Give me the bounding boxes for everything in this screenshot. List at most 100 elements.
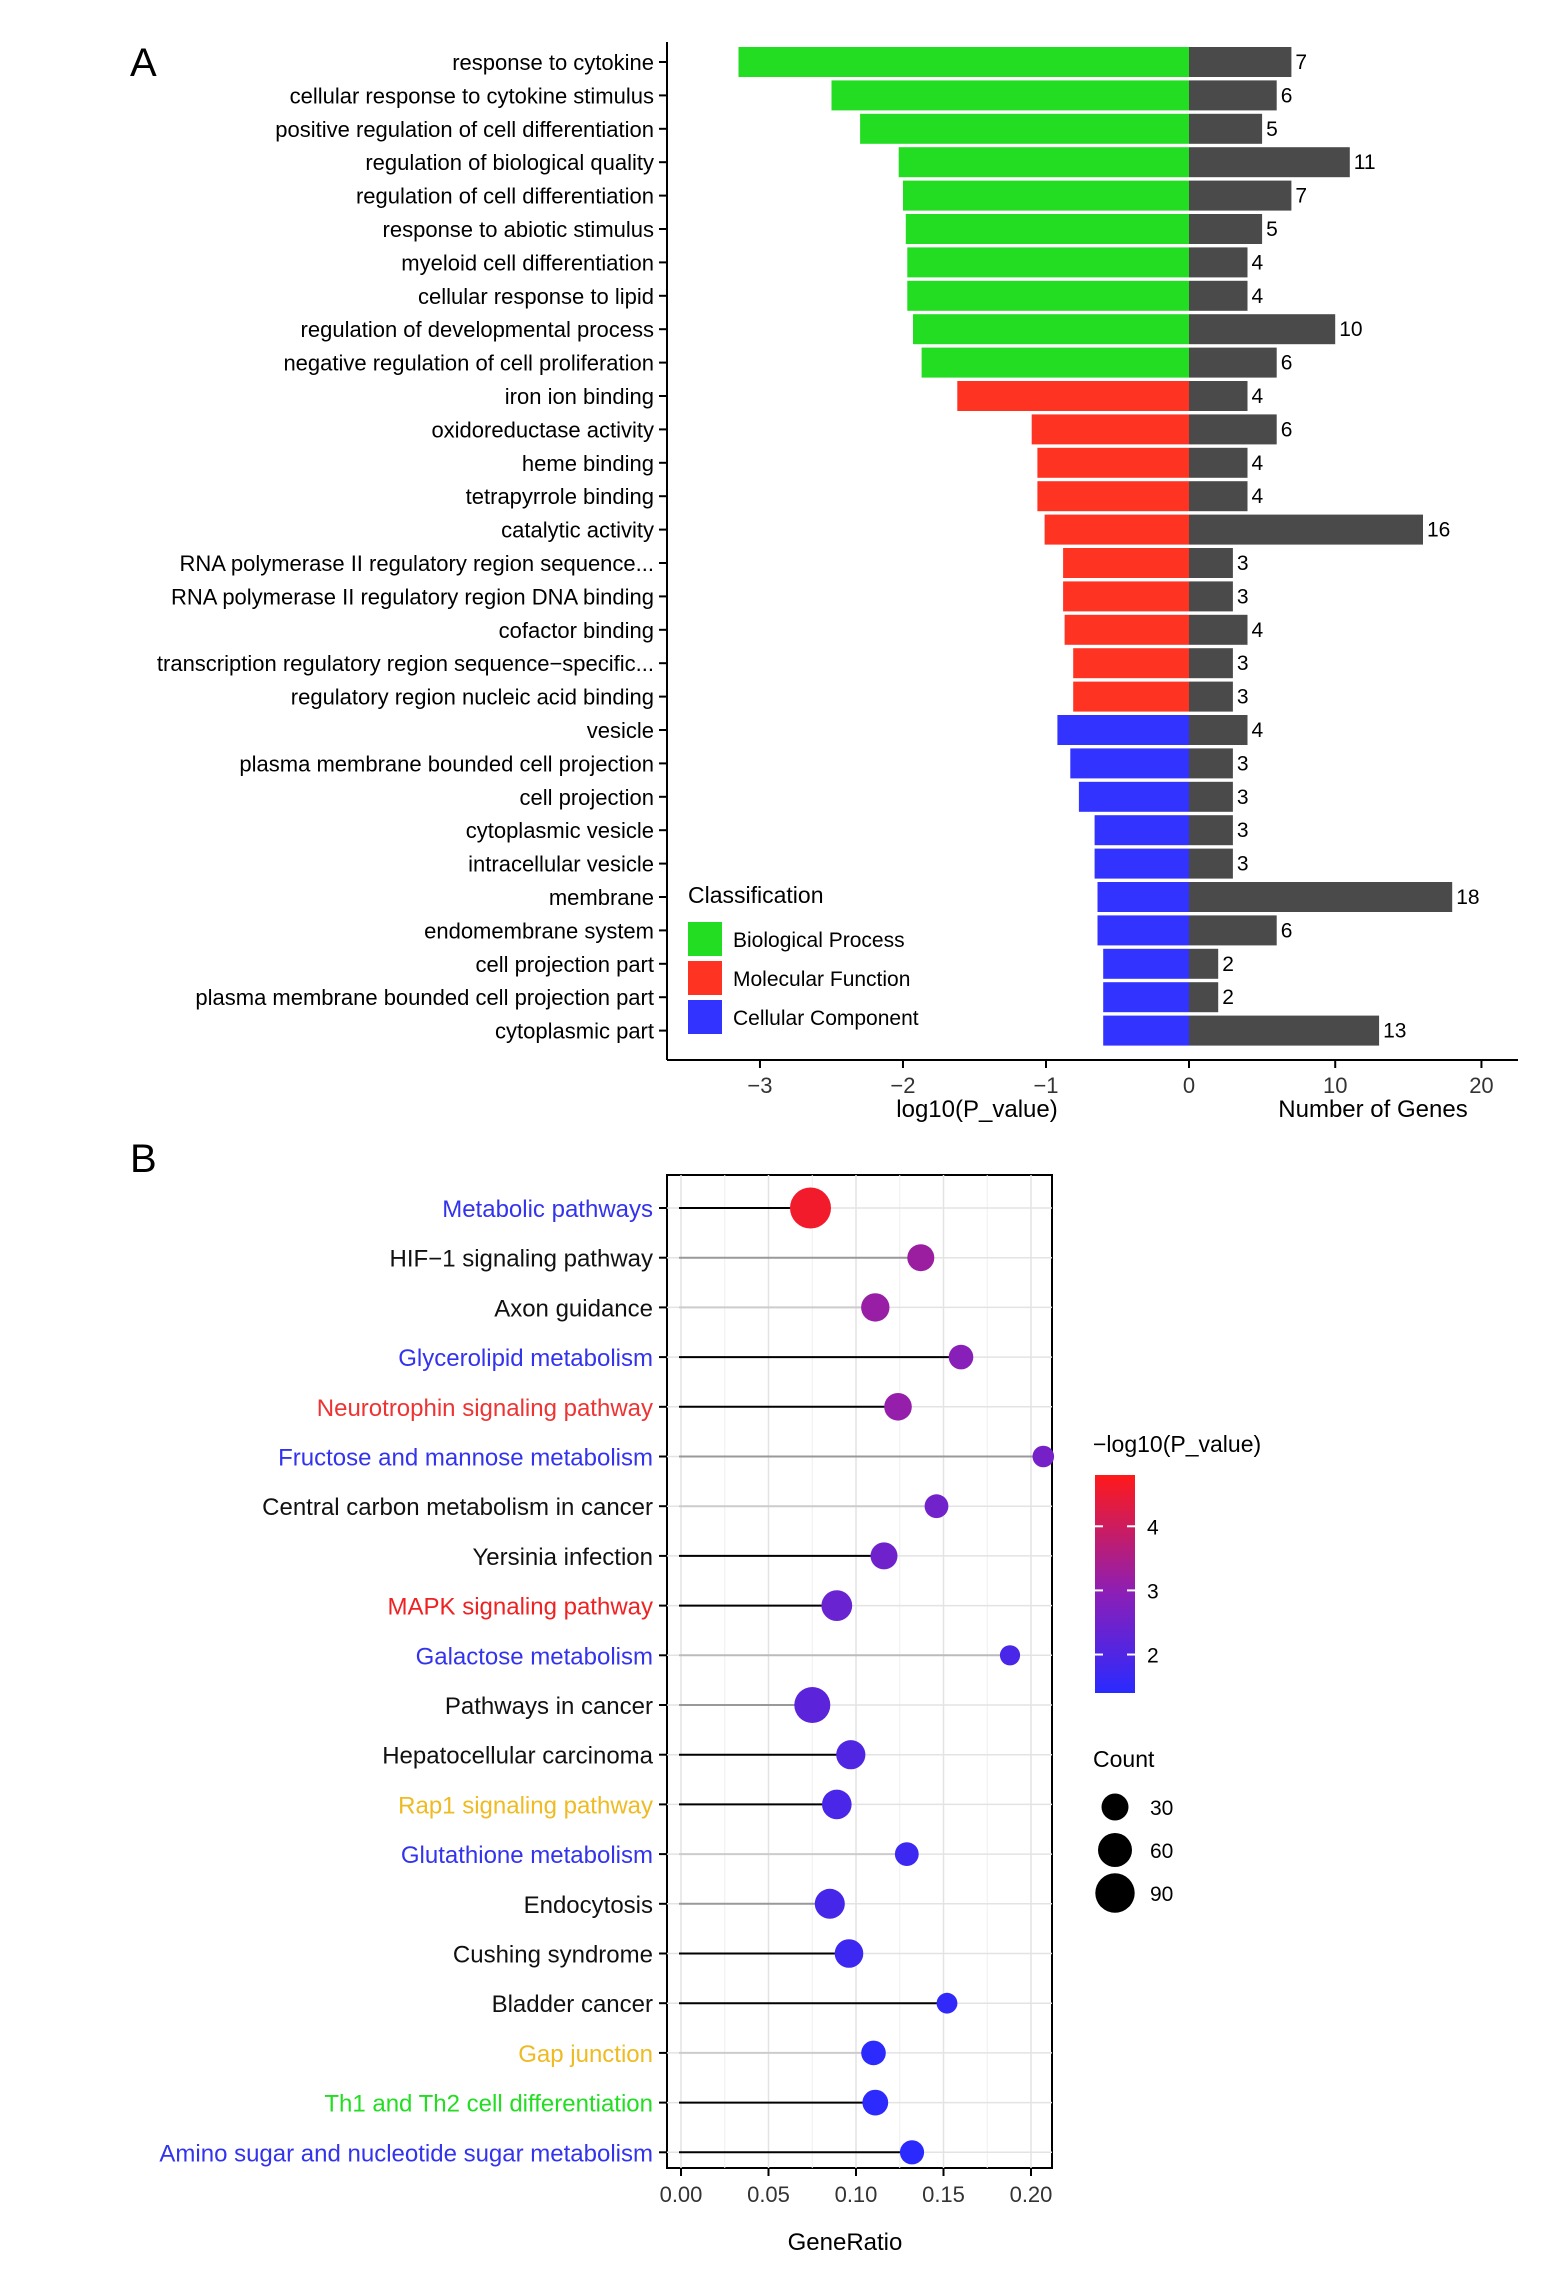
gene-count-bar [1189, 247, 1248, 278]
lollipop-point [936, 1992, 958, 2014]
gene-count-label: 10 [1339, 318, 1362, 341]
pvalue-bar [1073, 681, 1189, 712]
pvalue-bar [860, 113, 1189, 144]
gene-count-label: 7 [1295, 185, 1307, 208]
gene-count-bar [1189, 414, 1277, 445]
colorbar-tick-label: 2 [1147, 1645, 1159, 1668]
lollipop-point [894, 1842, 919, 1866]
go-term-label: cytoplasmic part [495, 1019, 654, 1044]
gene-count-bar [1189, 982, 1219, 1013]
pvalue-bar [738, 47, 1189, 77]
pathway-label: Central carbon metabolism in cancer [262, 1494, 653, 1521]
gene-count-bar [1189, 113, 1263, 144]
gene-count-bar [1189, 381, 1248, 411]
chart-a-xlabel-left: log10(P_value) [896, 1096, 1057, 1123]
go-term-label: cofactor binding [499, 618, 654, 643]
lollipop-point [907, 1244, 935, 1272]
go-term-label: heme binding [522, 451, 654, 476]
chart-a: 7 response to cytokine 6 cellular response … [157, 42, 1518, 1123]
go-term-label: regulatory region nucleic acid binding [291, 685, 654, 710]
lollipop-point [999, 1645, 1021, 1666]
size-legend-label: 30 [1150, 1797, 1173, 1820]
pathway-label: Endocytosis [524, 1892, 653, 1919]
go-term-label: oxidoreductase activity [431, 417, 654, 442]
x-tick-label: 0 [1183, 1073, 1195, 1098]
chart-a-xlabel-right: Number of Genes [1278, 1096, 1467, 1123]
pathway-label: Metabolic pathways [442, 1196, 653, 1223]
lollipop-point [822, 1789, 852, 1820]
size-legend-label: 90 [1150, 1883, 1173, 1906]
panel-label-a: A [130, 41, 157, 85]
size-legend-dot [1101, 1793, 1129, 1821]
gene-count-bar [1189, 147, 1350, 178]
pvalue-bar [1103, 1015, 1189, 1046]
pathway-label: Yersinia infection [472, 1544, 653, 1571]
lollipop-point [790, 1187, 831, 1229]
legend-label: Cellular Component [733, 1007, 919, 1030]
go-term-label: catalytic activity [501, 518, 654, 543]
colorbar-title: −log10(P_value) [1093, 1431, 1261, 1457]
gene-count-bar [1189, 447, 1248, 478]
pathway-label: Bladder cancer [492, 1991, 653, 2018]
gene-count-label: 3 [1237, 786, 1249, 809]
gene-count-bar [1189, 214, 1263, 244]
gene-count-label: 6 [1281, 352, 1293, 375]
gene-count-label: 4 [1252, 251, 1264, 274]
go-term-label: myeloid cell differentiation [401, 250, 654, 275]
x-tick-label: 0.15 [922, 2182, 965, 2207]
gene-count-label: 6 [1281, 418, 1293, 441]
panel-label-b: B [130, 1137, 157, 1181]
chart-b-size-legend: Count 30 60 90 [1093, 1746, 1173, 1913]
go-term-label: RNA polymerase II regulatory region sequ… [180, 551, 654, 576]
gene-count-bar [1189, 715, 1248, 745]
gene-count-label: 5 [1266, 218, 1278, 241]
pathway-label: Neurotrophin signaling pathway [317, 1395, 653, 1422]
go-term-label: endomembrane system [424, 918, 654, 943]
gene-count-bar [1189, 815, 1233, 846]
lollipop-point [821, 1590, 853, 1621]
go-term-label: intracellular vesicle [468, 852, 654, 877]
go-term-label: tetrapyrrole binding [466, 484, 654, 509]
pvalue-bar [1064, 614, 1189, 645]
pathway-label: Cushing syndrome [453, 1942, 653, 1969]
colorbar-tick-label: 3 [1147, 1580, 1159, 1603]
gene-count-bar [1189, 280, 1248, 311]
lollipop-point [1032, 1445, 1055, 1468]
size-legend-label: 60 [1150, 1840, 1173, 1863]
go-term-label: cellular response to lipid [418, 284, 654, 309]
pvalue-bar [1103, 948, 1189, 979]
pvalue-bar [1094, 848, 1189, 879]
gene-count-label: 4 [1252, 719, 1264, 742]
gene-count-bar [1189, 681, 1233, 712]
go-term-label: regulation of developmental process [301, 317, 654, 342]
legend-swatch [688, 961, 722, 995]
lollipop-point [884, 1393, 912, 1421]
pvalue-bar [1044, 514, 1189, 545]
pvalue-bar [1057, 715, 1189, 745]
gene-count-label: 4 [1252, 619, 1264, 642]
x-tick-label: 0.20 [1010, 2182, 1053, 2207]
gene-count-bar [1189, 180, 1292, 211]
x-tick-label: 0.10 [835, 2182, 878, 2207]
chart-b-xlabel: GeneRatio [788, 2229, 903, 2256]
gene-count-label: 3 [1237, 552, 1249, 575]
go-term-label: response to cytokine [452, 50, 654, 75]
pathway-label: Glutathione metabolism [401, 1842, 653, 1869]
pathway-label: HIF−1 signaling pathway [390, 1246, 653, 1273]
lollipop-point [948, 1344, 974, 1370]
x-tick-label: 20 [1469, 1073, 1493, 1098]
gene-count-bar [1189, 481, 1248, 512]
go-term-label: plasma membrane bounded cell projection [239, 751, 654, 776]
go-term-label: regulation of biological quality [365, 150, 654, 175]
pvalue-bar [907, 247, 1189, 278]
gene-count-bar [1189, 848, 1233, 879]
gene-count-label: 3 [1237, 652, 1249, 675]
pvalue-bar [1063, 548, 1189, 578]
gene-count-label: 3 [1237, 585, 1249, 608]
size-legend-dot [1095, 1873, 1135, 1913]
gene-count-bar [1189, 882, 1453, 912]
gene-count-label: 5 [1266, 118, 1278, 141]
x-tick-label: 0.05 [747, 2182, 790, 2207]
go-term-label: cytoplasmic vesicle [466, 818, 654, 843]
